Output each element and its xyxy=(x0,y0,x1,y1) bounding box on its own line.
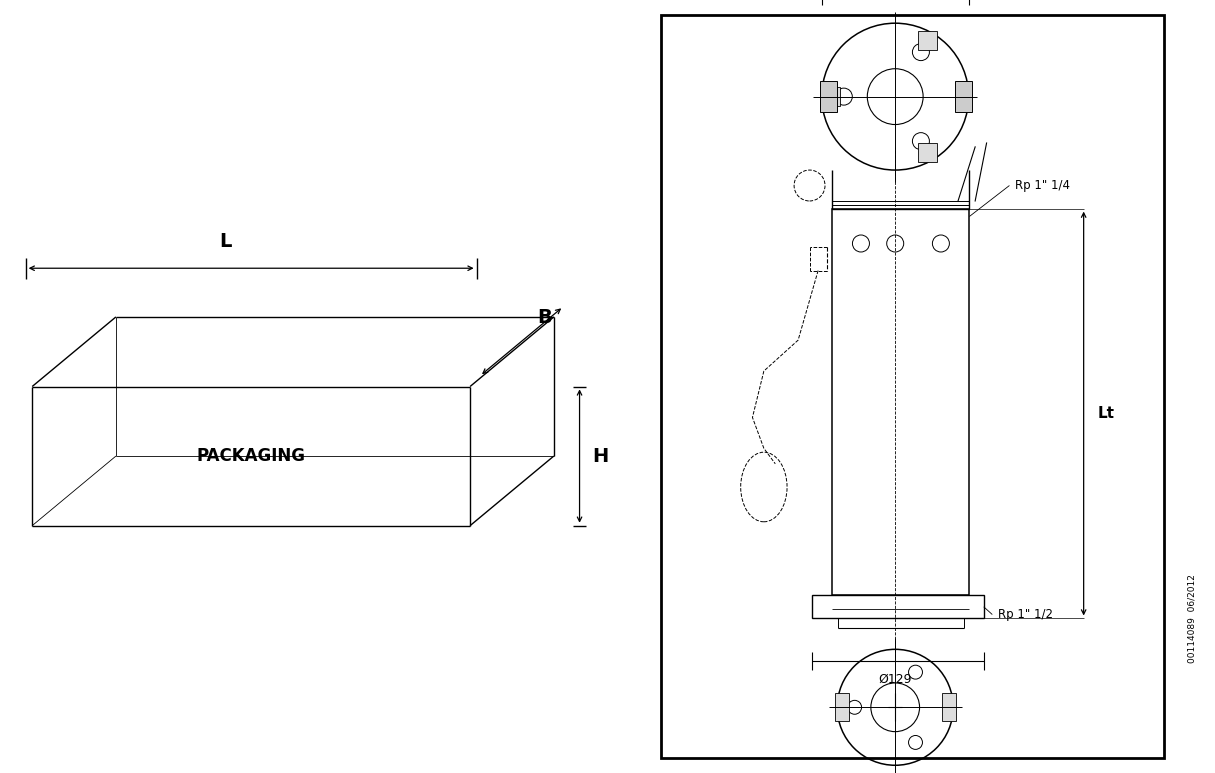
Text: PACKAGING: PACKAGING xyxy=(197,447,306,465)
Text: 00114089  06/2012: 00114089 06/2012 xyxy=(1187,574,1197,662)
Text: H: H xyxy=(593,447,609,465)
Text: Lt: Lt xyxy=(1098,406,1115,421)
Bar xyxy=(813,595,984,618)
Text: L: L xyxy=(219,232,232,250)
Bar xyxy=(661,15,1164,758)
Bar xyxy=(942,693,955,721)
Text: Rp 1" 1/2: Rp 1" 1/2 xyxy=(998,608,1053,621)
Text: B: B xyxy=(538,308,553,328)
Text: Ø129: Ø129 xyxy=(878,673,912,686)
Text: Rp 1" 1/4: Rp 1" 1/4 xyxy=(1016,179,1070,192)
Bar xyxy=(917,143,937,162)
Bar xyxy=(835,693,849,721)
Bar xyxy=(832,209,970,595)
Bar xyxy=(917,31,937,50)
Bar xyxy=(821,87,841,106)
Bar xyxy=(955,81,972,112)
Bar xyxy=(820,81,837,112)
